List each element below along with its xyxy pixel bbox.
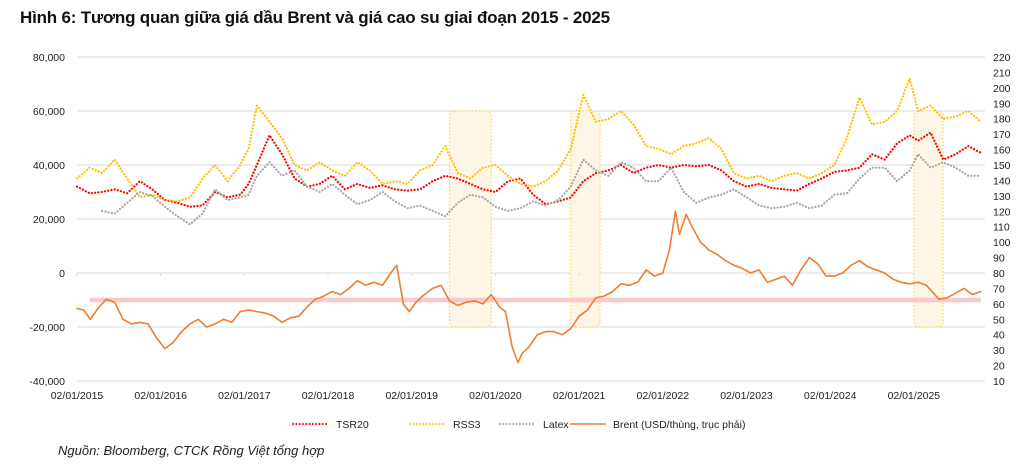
x-tick-label: 02/01/2019 [385, 390, 438, 402]
x-tick-label: 02/01/2018 [302, 390, 355, 402]
y-right-tick-label: 10 [993, 376, 1005, 388]
y-left-tick-label: 80,000 [33, 52, 65, 64]
y-right-tick-label: 160 [993, 145, 1011, 157]
x-tick-label: 02/01/2022 [637, 390, 690, 402]
series-line-tsr20 [75, 131, 982, 208]
series-line-latex [100, 153, 982, 226]
y-right-tick-label: 90 [993, 253, 1005, 265]
grid-lines [77, 56, 985, 382]
highlight-period-box [913, 110, 944, 328]
highlight-period-box [448, 110, 492, 328]
y-right-tick-label: 170 [993, 129, 1011, 141]
chart-title: Hình 6: Tương quan giữa giá dầu Brent và… [20, 8, 610, 27]
legend: TSR20 RSS3 Latex Brent (USD/thùng, trục phả… [292, 419, 745, 431]
y-right-tick-label: 100 [993, 237, 1011, 249]
y-right-tick-label: 60 [993, 299, 1005, 311]
x-tick-label: 02/01/2017 [218, 390, 271, 402]
y-left-tick-label: 40,000 [33, 160, 65, 172]
y-right-tick-label: 70 [993, 283, 1005, 295]
legend-label: RSS3 [453, 419, 481, 431]
y-right-tick-label: 120 [993, 206, 1011, 218]
y-left-tick-label: 20,000 [33, 214, 65, 226]
y-right-tick-label: 50 [993, 314, 1005, 326]
y-right-tick-label: 30 [993, 345, 1005, 357]
y-right-tick-label: 200 [993, 83, 1011, 95]
x-tick-label: 02/01/2025 [888, 390, 941, 402]
y-right-tick-label: 210 [993, 67, 1011, 79]
series-line-brent [76, 210, 982, 364]
x-tick-label: 02/01/2015 [51, 390, 104, 402]
legend-label: TSR20 [336, 419, 369, 431]
y-left-tick-label: -20,000 [29, 322, 65, 334]
legend-label: Brent (USD/thùng, trục phải) [613, 419, 745, 431]
y-right-tick-label: 180 [993, 114, 1011, 126]
y-right-tick-label: 150 [993, 160, 1011, 172]
brent-reference-band [89, 297, 981, 303]
x-tick-label: 02/01/2016 [134, 390, 187, 402]
y-right-tick-label: 20 [993, 361, 1005, 373]
legend-label: Latex [543, 419, 569, 431]
series-group [75, 77, 982, 364]
source-note: Nguồn: Bloomberg, CTCK Rồng Việt tổng hợ… [58, 443, 325, 458]
y-left-tick-label: 60,000 [33, 106, 65, 118]
highlight-period-box [570, 110, 601, 328]
x-tick-label: 02/01/2020 [469, 390, 522, 402]
y-right-tick-label: 140 [993, 175, 1011, 187]
y-left-tick-label: 0 [59, 268, 65, 280]
series-line-rss3 [75, 77, 982, 203]
y-right-tick-label: 110 [993, 222, 1010, 234]
y-right-tick-label: 190 [993, 98, 1011, 110]
y-right-tick-label: 40 [993, 330, 1005, 342]
highlight-band [89, 297, 981, 303]
x-tick-label: 02/01/2023 [720, 390, 773, 402]
x-tick-label: 02/01/2021 [553, 390, 606, 402]
y-right-tick-label: 80 [993, 268, 1005, 280]
y-right-tick-label: 130 [993, 191, 1011, 203]
x-tick-label: 02/01/2024 [804, 390, 857, 402]
y-axis-right: 220 210 200 190 180 170 160 150 140 130 120 110 100 9… [993, 52, 1011, 388]
y-left-tick-label: -40,000 [29, 376, 65, 388]
x-axis: 02/01/2015 02/01/2016 02/01/2017 02/01/2018… [51, 273, 941, 402]
y-right-tick-label: 220 [993, 52, 1011, 64]
y-axis-left: 80,000 60,000 40,000 20,000 0 -20,000 -40,000 [29, 52, 65, 388]
